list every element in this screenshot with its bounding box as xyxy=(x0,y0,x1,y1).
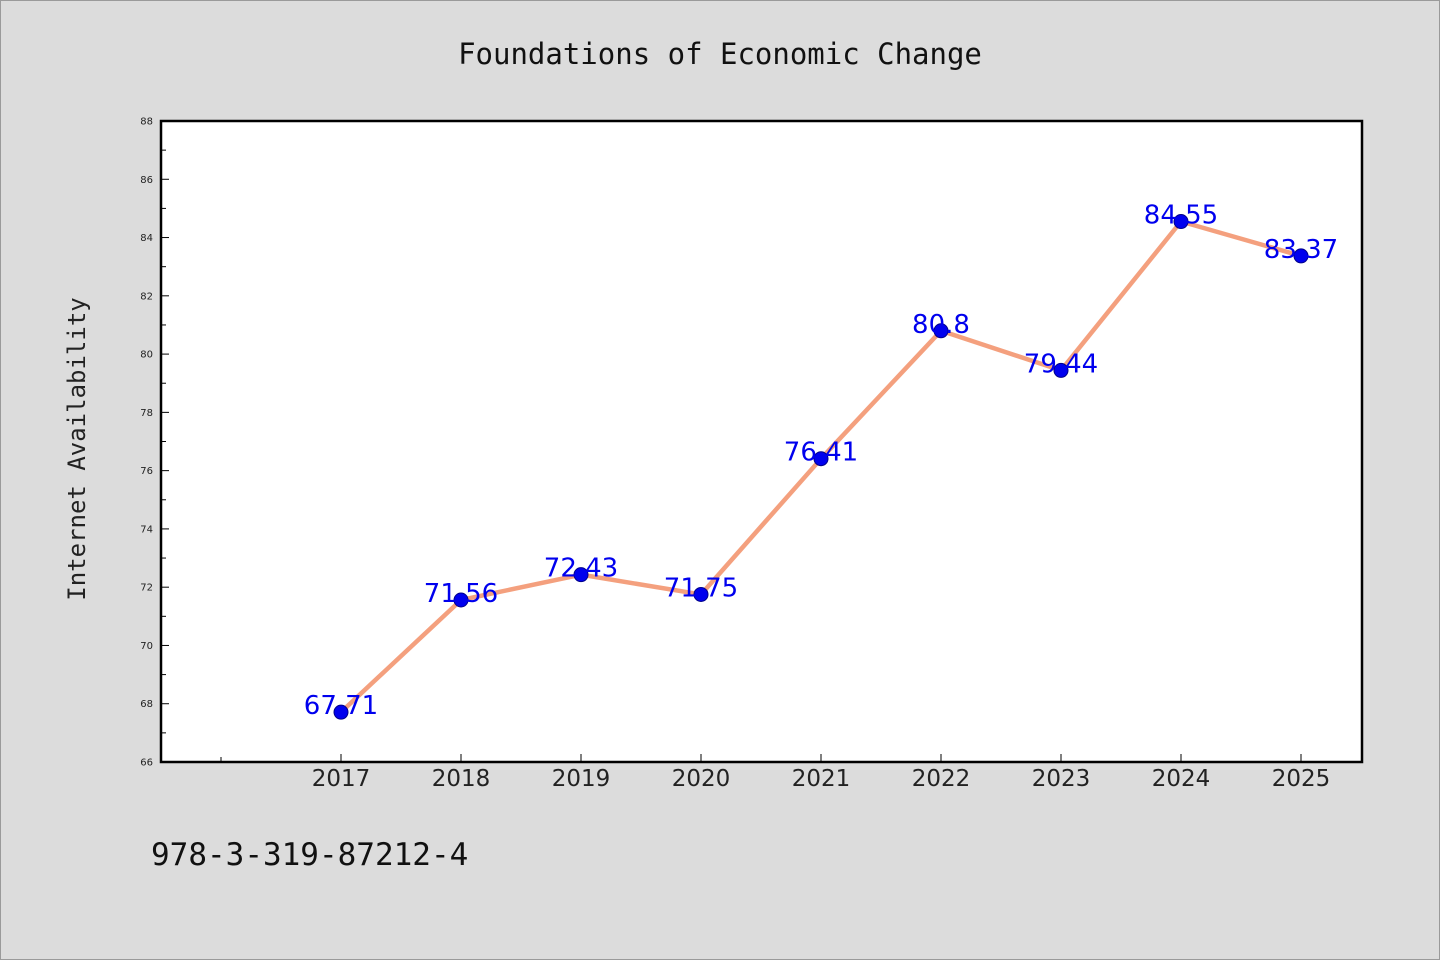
y-tick-label: 70 xyxy=(140,641,153,652)
data-point xyxy=(453,592,469,608)
y-tick-label: 66 xyxy=(140,758,153,769)
data-label: 76.41 xyxy=(784,438,858,468)
y-tick-label: 84 xyxy=(140,233,153,244)
data-label: 83.37 xyxy=(1264,235,1338,265)
chart-title: Foundations of Economic Change xyxy=(458,37,982,71)
data-point xyxy=(1173,214,1189,230)
x-tick-label: 2018 xyxy=(432,766,491,792)
data-label: 80.8 xyxy=(912,310,970,340)
y-tick-label: 86 xyxy=(140,175,153,186)
data-point xyxy=(333,704,349,720)
x-tick-label: 2025 xyxy=(1272,766,1331,792)
data-point xyxy=(933,323,949,339)
y-tick-label: 72 xyxy=(140,583,153,594)
data-label: 71.75 xyxy=(664,573,738,603)
data-label: 72.43 xyxy=(544,554,618,584)
x-tick-label: 2021 xyxy=(792,766,851,792)
x-tick-label: 2017 xyxy=(312,766,371,792)
data-point xyxy=(1053,362,1069,378)
y-tick-label: 76 xyxy=(140,466,153,477)
y-tick-label: 74 xyxy=(140,524,153,535)
y-tick-label: 80 xyxy=(140,350,153,361)
y-tick-label: 68 xyxy=(140,699,153,710)
isbn-footer: 978-3-319-87212-4 xyxy=(151,837,468,873)
y-tick-label: 88 xyxy=(140,117,153,128)
x-tick-label: 2022 xyxy=(912,766,971,792)
x-tick-label: 2019 xyxy=(552,766,611,792)
y-axis: 66 68 70 72 74 76 78 80 82 84 86 88 xyxy=(140,117,169,769)
x-tick-label: 2024 xyxy=(1152,766,1211,792)
plot-area xyxy=(159,119,1364,764)
x-tick-label: 2023 xyxy=(1032,766,1091,792)
x-tick-label: 2020 xyxy=(672,766,731,792)
data-point xyxy=(813,451,829,467)
data-label: 79.44 xyxy=(1024,349,1098,379)
data-point xyxy=(1293,248,1309,264)
data-point xyxy=(693,586,709,602)
data-labels: 67.71 71.56 72.43 71.75 76.41 80.8 79.44 84.55 8… xyxy=(304,201,1338,722)
y-tick-label: 82 xyxy=(140,291,153,302)
data-point xyxy=(573,567,589,583)
data-label: 84.55 xyxy=(1144,201,1218,231)
y-axis-label: Internet Availability xyxy=(63,297,91,600)
data-label: 67.71 xyxy=(304,691,378,721)
x-axis: 2017 2018 2019 2020 2021 2022 2023 2024 2025 xyxy=(220,754,1331,792)
data-series xyxy=(333,214,1309,720)
data-label: 71.56 xyxy=(424,579,498,609)
y-tick-label: 78 xyxy=(140,408,153,419)
